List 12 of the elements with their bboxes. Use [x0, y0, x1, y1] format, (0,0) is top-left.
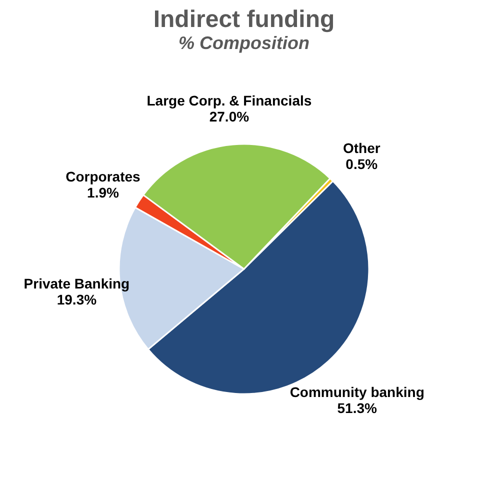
slice-label: Community banking [290, 384, 424, 400]
data-label: 27.0% [209, 108, 250, 125]
slice-label: Private Banking [24, 275, 130, 292]
data-label: 0.5% [346, 156, 378, 172]
data-label: 1.9% [87, 184, 120, 201]
chart-subtitle: % Composition [178, 33, 310, 53]
slice-label: Corporates [66, 168, 141, 185]
slice-label: Other [342, 140, 381, 156]
chart-title: Indirect funding [153, 6, 335, 33]
data-label: 19.3% [56, 291, 98, 308]
slice-label: Large Corp. & Financials [146, 92, 312, 109]
data-label: 51.3% [337, 400, 378, 416]
